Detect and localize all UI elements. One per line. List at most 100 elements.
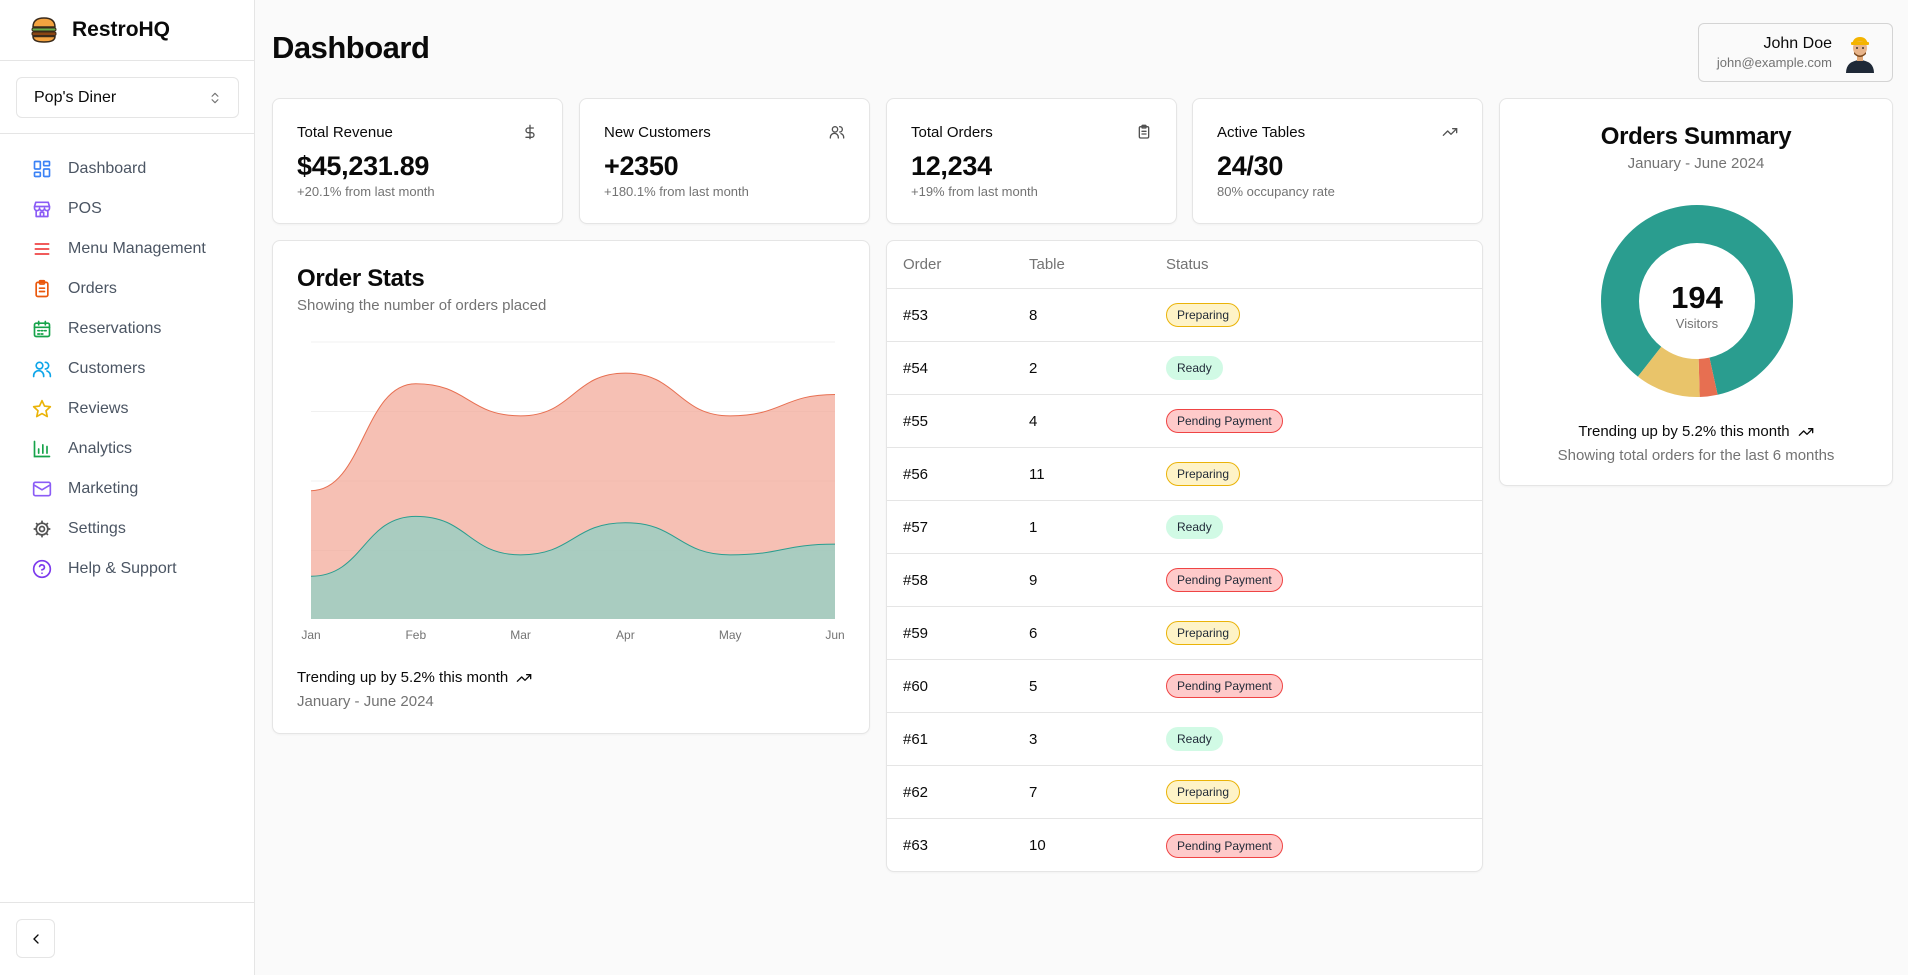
trending-up-icon: [1442, 127, 1458, 136]
restaurant-select[interactable]: Pop's Diner: [16, 77, 239, 118]
user-menu[interactable]: John Doe john@example.com: [1698, 23, 1893, 82]
orders-donut-chart: 194 Visitors: [1601, 205, 1793, 397]
sidebar-item-menu-management[interactable]: Menu Management: [0, 229, 254, 269]
table-row[interactable]: #57 1 Ready: [887, 501, 1482, 554]
sidebar-item-reservations[interactable]: Reservations: [0, 309, 254, 349]
sidebar-item-label: Settings: [68, 520, 126, 537]
sidebar-item-customers[interactable]: Customers: [0, 349, 254, 389]
order-id: #61: [903, 730, 929, 748]
table-row[interactable]: #53 8 Preparing: [887, 289, 1482, 342]
store-icon: [33, 201, 51, 218]
table-row[interactable]: #55 4 Pending Payment: [887, 395, 1482, 448]
sidebar-item-marketing[interactable]: Marketing: [0, 469, 254, 509]
sidebar-item-label: POS: [68, 200, 102, 217]
table-row[interactable]: #58 9 Pending Payment: [887, 554, 1482, 607]
table-number: 3: [1029, 730, 1038, 748]
x-tick-label: Apr: [616, 628, 635, 642]
x-tick-label: Mar: [510, 628, 531, 642]
sidebar-item-analytics[interactable]: Analytics: [0, 429, 254, 469]
sidebar-item-label: Marketing: [68, 480, 139, 497]
page-title: Dashboard: [272, 30, 430, 65]
sidebar: RestroHQ Pop's Diner Dashboard POS Menu …: [0, 0, 255, 975]
table-number: 6: [1029, 624, 1038, 642]
user-email: john@example.com: [1716, 55, 1832, 70]
status-badge: Preparing: [1166, 780, 1241, 804]
sidebar-item-pos[interactable]: POS: [0, 189, 254, 229]
order-id: #58: [903, 571, 929, 589]
avatar: [1846, 36, 1874, 73]
stat-title: Active Tables: [1217, 124, 1306, 141]
order-id: #63: [903, 837, 929, 854]
donut-slice-3[interactable]: [1637, 346, 1700, 397]
area-series-2[interactable]: [311, 516, 835, 619]
order-id: #55: [903, 412, 929, 430]
table-row[interactable]: #61 3 Ready: [887, 713, 1482, 766]
order-id: #56: [903, 465, 929, 483]
layout-dashboard-icon: [33, 160, 51, 178]
x-tick-label: Feb: [405, 628, 426, 642]
stat-card-tables: Active Tables 24/30 80% occupancy rate: [1192, 98, 1483, 224]
sidebar-item-settings[interactable]: Settings: [0, 509, 254, 549]
area-series-1-line: [310, 372, 836, 492]
orders-summary-card: Orders Summary January - June 2024 194 V…: [1499, 98, 1893, 486]
table-number: 9: [1029, 571, 1038, 589]
clipboard-list-icon: [35, 279, 49, 298]
sidebar-item-label: Reviews: [68, 400, 129, 417]
table-row[interactable]: #59 6 Preparing: [887, 607, 1482, 660]
table-number: 2: [1029, 359, 1038, 377]
summary-trend: Trending up by 5.2% this month: [1500, 423, 1892, 440]
chart-subtitle: Showing the number of orders placed: [297, 297, 547, 314]
summary-subtitle: January - June 2024: [1627, 155, 1765, 172]
stat-title: New Customers: [604, 124, 711, 141]
status-badge: Preparing: [1166, 303, 1241, 327]
stat-title: Total Orders: [911, 124, 993, 141]
chevron-left-icon: [32, 933, 39, 944]
trending-up-icon: [516, 673, 532, 682]
summary-trend-text: Trending up by 5.2% this month: [1578, 423, 1790, 440]
mail-icon: [32, 481, 52, 497]
burger-logo-icon: [31, 17, 57, 43]
sidebar-item-dashboard[interactable]: Dashboard: [0, 149, 254, 189]
order-id: #60: [903, 677, 929, 695]
stat-change: 80% occupancy rate: [1217, 184, 1335, 199]
status-badge: Preparing: [1166, 621, 1241, 645]
sidebar-item-reviews[interactable]: Reviews: [0, 389, 254, 429]
column-header-table[interactable]: Table: [1029, 256, 1065, 273]
donut-slice-2[interactable]: [1698, 357, 1718, 397]
chart-title: Order Stats: [297, 265, 425, 292]
stat-change: +20.1% from last month: [297, 184, 435, 199]
users-icon: [829, 126, 845, 139]
column-header-order[interactable]: Order: [903, 256, 942, 273]
donut-slice-1[interactable]: [1601, 205, 1793, 395]
menu-icon: [34, 243, 50, 255]
table-row[interactable]: #56 11 Preparing: [887, 448, 1482, 501]
sidebar-item-label: Menu Management: [68, 240, 206, 257]
area-series-2-line: [310, 515, 836, 577]
stat-change: +19% from last month: [911, 184, 1038, 199]
status-badge: Pending Payment: [1166, 674, 1283, 698]
restaurant-select-value: Pop's Diner: [34, 88, 117, 106]
table-row[interactable]: #62 7 Preparing: [887, 766, 1482, 819]
chart-trend-text: Trending up by 5.2% this month: [297, 669, 509, 686]
stat-value: $45,231.89: [297, 151, 430, 181]
order-stats-area-chart: Jan Feb Mar Apr May Jun: [301, 341, 845, 642]
table-row[interactable]: #63 10 Pending Payment: [887, 819, 1482, 871]
status-badge: Pending Payment: [1166, 568, 1283, 592]
column-header-status[interactable]: Status: [1166, 256, 1209, 273]
brand[interactable]: RestroHQ: [0, 0, 254, 61]
table-row[interactable]: #60 5 Pending Payment: [887, 660, 1482, 713]
status-badge: Pending Payment: [1166, 409, 1283, 433]
collapse-sidebar-button[interactable]: [16, 919, 55, 958]
stat-change: +180.1% from last month: [604, 184, 749, 199]
sidebar-item-help-support[interactable]: Help & Support: [0, 549, 254, 589]
table-number: 7: [1029, 783, 1038, 801]
order-id: #57: [903, 518, 929, 536]
table-row[interactable]: #54 2 Ready: [887, 342, 1482, 395]
help-circle-icon: [32, 559, 52, 579]
stat-value: 24/30: [1217, 151, 1284, 181]
order-id: #54: [903, 359, 929, 377]
sidebar-item-orders[interactable]: Orders: [0, 269, 254, 309]
stat-card-customers: New Customers +2350 +180.1% from last mo…: [579, 98, 870, 224]
trending-up-icon: [1798, 427, 1813, 436]
star-icon: [32, 399, 52, 418]
